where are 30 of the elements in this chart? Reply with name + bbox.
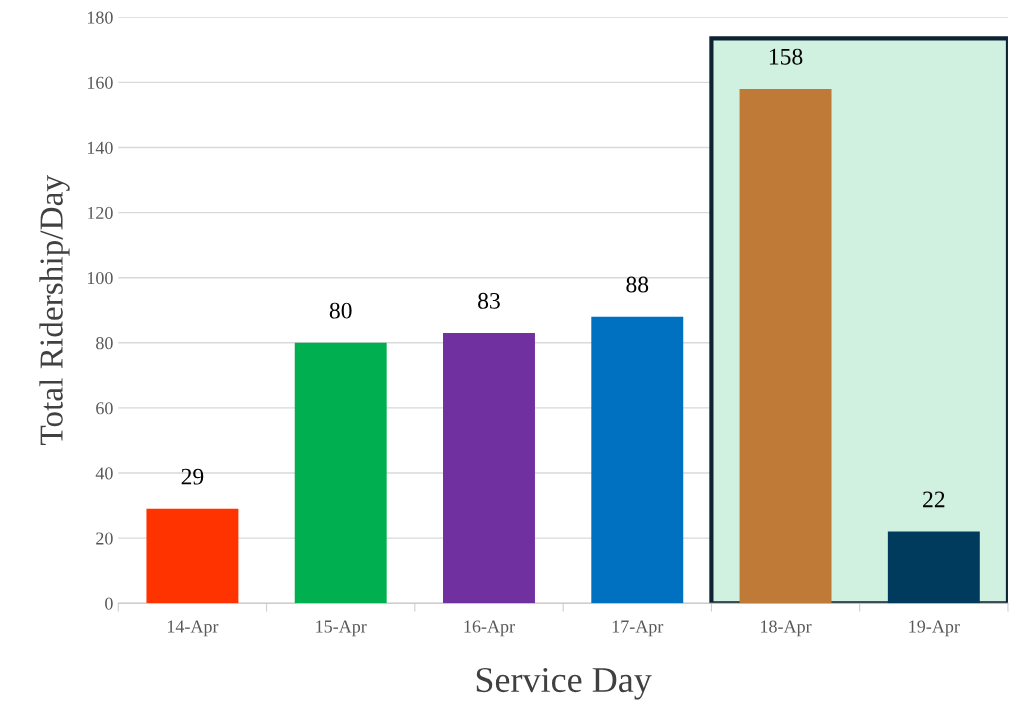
y-tick-label: 40	[95, 467, 113, 480]
data-label: 83	[478, 292, 500, 309]
bar	[591, 316, 684, 604]
y-axis-title: Total Ridership/Day	[39, 175, 70, 446]
x-tick-label: 17-Apr	[612, 620, 664, 637]
y-tick-label: 0	[105, 597, 113, 610]
data-label: 88	[626, 276, 649, 293]
bar	[146, 508, 239, 604]
bar	[443, 333, 535, 604]
x-tick-label: 15-Apr	[316, 620, 367, 637]
bar	[887, 531, 980, 604]
x-tick-label: 16-Apr	[464, 620, 515, 637]
x-tick-label: 19-Apr	[909, 620, 960, 637]
x-tick-label: 14-Apr	[167, 620, 219, 637]
y-tick-label: 60	[96, 402, 113, 415]
y-tick-label: 100	[87, 271, 113, 285]
data-label: 158	[769, 48, 803, 65]
y-tick-label: 180	[87, 11, 113, 24]
x-tick-label: 18-Apr	[761, 620, 812, 637]
y-tick-label: 80	[96, 337, 113, 350]
y-tick-label: 140	[87, 141, 113, 154]
data-label: 29	[181, 468, 204, 485]
y-tick-label: 20	[96, 532, 113, 545]
y-tick-label: 160	[87, 76, 113, 89]
x-axis-title: Service Day	[476, 667, 652, 700]
bar	[739, 88, 832, 604]
data-label: 80	[329, 302, 352, 319]
y-tick-label: 120	[87, 206, 113, 220]
data-label: 22	[923, 491, 945, 508]
bar	[294, 342, 387, 604]
